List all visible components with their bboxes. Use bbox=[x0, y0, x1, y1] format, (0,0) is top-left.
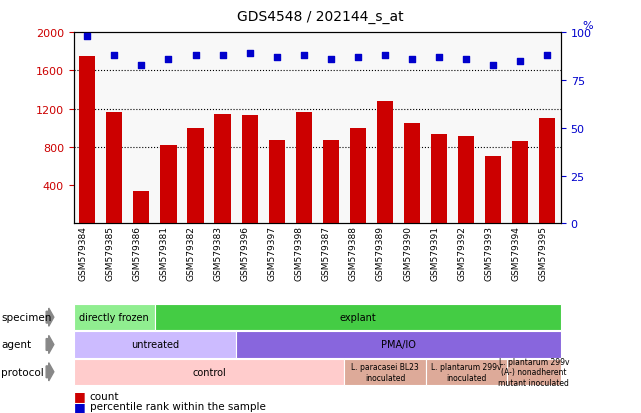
Text: GSM579388: GSM579388 bbox=[349, 226, 358, 281]
Text: GSM579396: GSM579396 bbox=[240, 226, 249, 281]
Bar bbox=[160, 146, 176, 224]
Text: GSM579387: GSM579387 bbox=[322, 226, 331, 281]
Bar bbox=[106, 113, 122, 224]
Point bbox=[380, 52, 390, 59]
Point bbox=[244, 51, 254, 57]
Text: control: control bbox=[192, 367, 226, 377]
Bar bbox=[404, 123, 420, 224]
Point bbox=[163, 57, 174, 63]
Point bbox=[434, 55, 444, 61]
Text: L. paracasei BL23
inoculated: L. paracasei BL23 inoculated bbox=[351, 362, 419, 382]
Text: GSM579382: GSM579382 bbox=[187, 226, 196, 281]
Point bbox=[326, 57, 336, 63]
Text: GSM579398: GSM579398 bbox=[295, 226, 304, 281]
Bar bbox=[377, 102, 393, 224]
Text: GSM579384: GSM579384 bbox=[78, 226, 87, 281]
Text: explant: explant bbox=[340, 312, 376, 323]
Text: GSM579395: GSM579395 bbox=[538, 226, 547, 281]
Text: GSM579381: GSM579381 bbox=[160, 226, 169, 281]
Text: L. plantarum 299v
inoculated: L. plantarum 299v inoculated bbox=[431, 362, 501, 382]
Bar bbox=[431, 135, 447, 224]
Text: ■: ■ bbox=[74, 389, 85, 402]
Text: GSM579393: GSM579393 bbox=[484, 226, 493, 281]
Text: GSM579389: GSM579389 bbox=[376, 226, 385, 281]
Bar bbox=[322, 141, 339, 224]
Text: GSM579397: GSM579397 bbox=[268, 226, 277, 281]
Point bbox=[272, 55, 282, 61]
Point bbox=[82, 33, 92, 40]
Text: GSM579383: GSM579383 bbox=[213, 226, 222, 281]
Bar bbox=[350, 128, 366, 224]
Point bbox=[407, 57, 417, 63]
Text: GSM579392: GSM579392 bbox=[457, 226, 466, 281]
Text: count: count bbox=[90, 391, 119, 401]
Bar bbox=[187, 128, 204, 224]
Text: GSM579385: GSM579385 bbox=[105, 226, 114, 281]
Bar bbox=[133, 191, 149, 224]
Text: GDS4548 / 202144_s_at: GDS4548 / 202144_s_at bbox=[237, 10, 404, 24]
Bar bbox=[458, 137, 474, 224]
Bar bbox=[296, 113, 312, 224]
Point bbox=[542, 52, 553, 59]
Point bbox=[190, 52, 201, 59]
Text: protocol: protocol bbox=[1, 367, 44, 377]
Bar bbox=[485, 157, 501, 224]
Point bbox=[488, 62, 498, 69]
Point bbox=[515, 58, 526, 65]
Text: GSM579386: GSM579386 bbox=[133, 226, 142, 281]
Text: directly frozen: directly frozen bbox=[79, 312, 149, 323]
Text: PMA/IO: PMA/IO bbox=[381, 339, 416, 350]
Bar bbox=[79, 57, 96, 224]
Text: untreated: untreated bbox=[131, 339, 179, 350]
Text: percentile rank within the sample: percentile rank within the sample bbox=[90, 401, 265, 411]
Text: L. plantarum 299v
(A-) nonadherent
mutant inoculated: L. plantarum 299v (A-) nonadherent mutan… bbox=[498, 357, 569, 387]
Point bbox=[137, 62, 147, 69]
Bar bbox=[539, 119, 556, 224]
Text: GSM579394: GSM579394 bbox=[512, 226, 520, 281]
Bar bbox=[512, 142, 528, 224]
Point bbox=[461, 57, 471, 63]
Bar bbox=[269, 141, 285, 224]
Text: ■: ■ bbox=[74, 400, 85, 413]
Text: specimen: specimen bbox=[1, 312, 52, 323]
Point bbox=[353, 55, 363, 61]
Text: agent: agent bbox=[1, 339, 31, 350]
Text: %: % bbox=[583, 21, 594, 31]
Bar bbox=[215, 115, 231, 224]
Point bbox=[109, 52, 119, 59]
Text: GSM579391: GSM579391 bbox=[430, 226, 439, 281]
Point bbox=[299, 52, 309, 59]
Point bbox=[217, 52, 228, 59]
Bar bbox=[242, 116, 258, 224]
Text: GSM579390: GSM579390 bbox=[403, 226, 412, 281]
